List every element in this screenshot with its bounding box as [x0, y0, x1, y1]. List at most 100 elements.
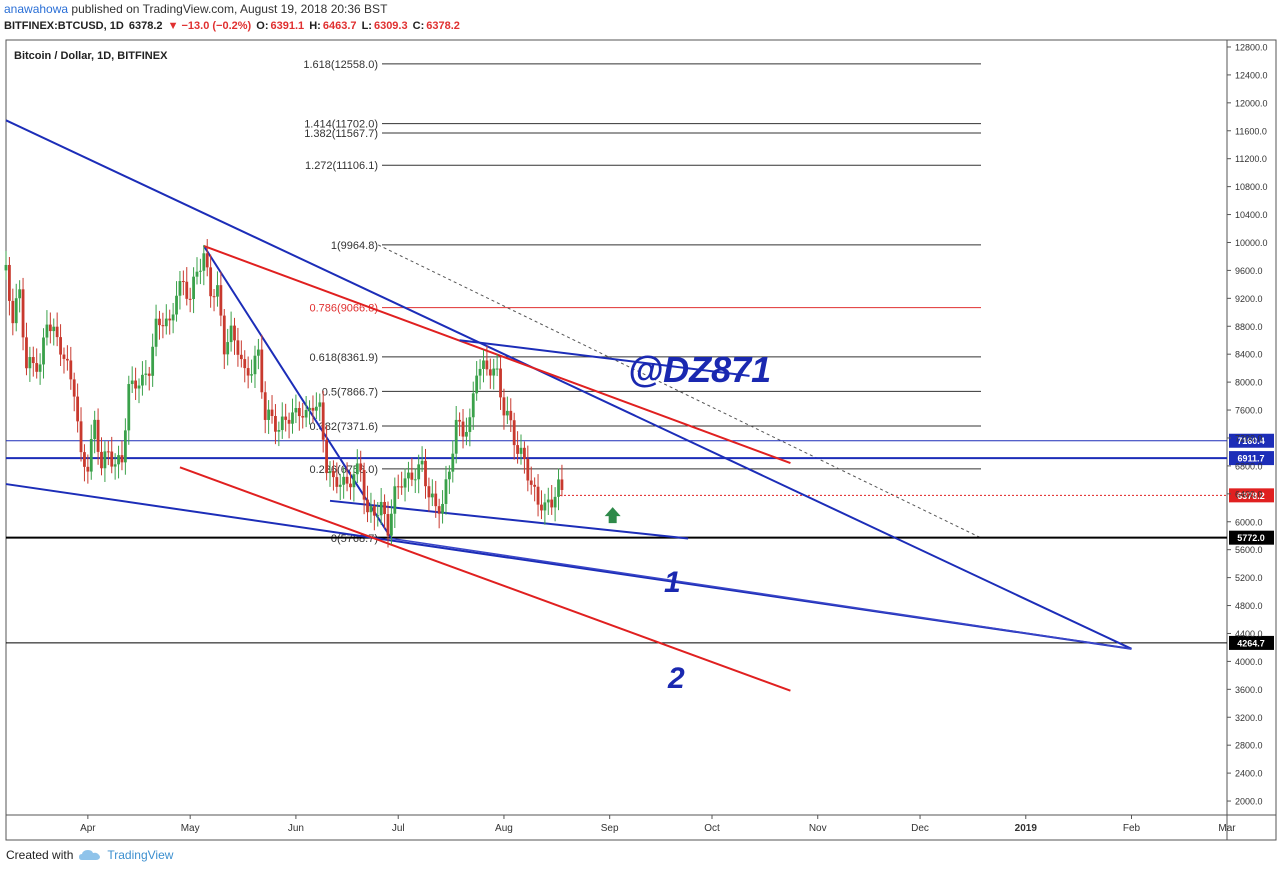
candle-body — [144, 373, 148, 375]
watermark-handle: @DZ871 — [628, 349, 771, 390]
candle-body — [560, 479, 564, 490]
candle-body — [236, 340, 240, 355]
candle-body — [161, 325, 165, 327]
close-label: C: — [412, 20, 425, 32]
time-tick-label: Mar — [1218, 823, 1236, 834]
candle-body — [349, 483, 352, 488]
candle-body — [243, 359, 247, 369]
candle-body — [393, 486, 397, 514]
candle-body — [437, 506, 441, 514]
candle-body — [62, 354, 66, 359]
candle-body — [424, 460, 427, 487]
candle-body — [137, 385, 141, 389]
candle-body — [386, 514, 390, 536]
price-tick-label: 11200.0 — [1235, 154, 1267, 164]
candle-body — [59, 337, 62, 355]
candle-body — [185, 281, 189, 299]
price-tick-label: 2800.0 — [1235, 741, 1263, 751]
price-tag-box — [1229, 451, 1274, 466]
tradingview-cloud-icon — [79, 850, 101, 860]
candle-body — [212, 296, 216, 298]
candle-body — [434, 493, 438, 507]
candle-body — [246, 368, 250, 376]
price-tick-label: 12800.0 — [1235, 42, 1268, 52]
price-tick-label: 9600.0 — [1235, 266, 1263, 276]
candle-body — [475, 375, 479, 394]
candle-body — [355, 463, 359, 475]
candle-body — [492, 368, 496, 376]
price-tick-label: 6800.0 — [1235, 461, 1263, 471]
candle-body — [287, 419, 291, 424]
candle-body — [96, 419, 100, 452]
high-value: 6463.7 — [322, 20, 357, 32]
price-tick-label: 3200.0 — [1235, 713, 1263, 723]
candle-body — [263, 392, 267, 420]
price-tag-box — [1229, 530, 1274, 545]
time-tick-label: Feb — [1123, 823, 1141, 834]
time-tick-label: Apr — [80, 823, 96, 834]
candle-body — [113, 464, 117, 467]
candle-body — [502, 397, 506, 416]
candle-body — [488, 369, 492, 376]
candle-body — [14, 298, 18, 324]
candle-body — [86, 466, 90, 472]
candle-body — [216, 285, 219, 297]
chart-frame — [5, 39, 1277, 841]
candle-body — [42, 337, 45, 365]
price-tick-label: 5200.0 — [1235, 573, 1263, 583]
candle-body — [400, 486, 404, 488]
candle-body — [110, 451, 114, 467]
fib-label: 1.414(11702.0) — [304, 119, 378, 131]
candle-body — [321, 402, 325, 440]
candle-body — [192, 276, 195, 300]
fib-label: 1.382(11567.7) — [304, 128, 378, 140]
ohlc-legend: BITFINEX:BTCUSD, 1D 6378.2 ▼ −13.0 (−0.2… — [4, 20, 462, 32]
time-tick-label: Nov — [809, 823, 827, 834]
close-value: 6378.2 — [426, 20, 460, 32]
author-link[interactable]: anawahowa — [4, 2, 69, 16]
candle-body — [219, 285, 223, 316]
descending-trendline — [5, 119, 1132, 650]
label-one: 1 — [664, 566, 681, 599]
candle-body — [413, 479, 417, 481]
fib-trend-dashed — [378, 244, 982, 539]
candle-body — [376, 515, 380, 517]
candle-body — [120, 455, 124, 463]
candle-body — [465, 431, 468, 437]
created-with-label: Created with — [6, 848, 74, 862]
candle-body — [52, 326, 56, 332]
price-tick-label: 12400.0 — [1235, 70, 1268, 80]
price-tag-label: 7160.4 — [1237, 436, 1265, 446]
inner-support-line — [391, 537, 1132, 650]
candle-body — [83, 452, 86, 467]
candle-body — [499, 368, 502, 398]
candle-body — [427, 486, 431, 498]
candle-body — [239, 354, 243, 360]
candle-body — [441, 503, 444, 514]
tradingview-brand[interactable]: TradingView — [107, 848, 174, 862]
candle-body — [557, 479, 560, 497]
candle-body — [366, 499, 369, 513]
candle-body — [512, 420, 516, 446]
publish-info: anawahowa published on TradingView.com, … — [4, 2, 387, 16]
candle-body — [389, 513, 393, 536]
candle-body — [45, 324, 49, 338]
candle-body — [533, 484, 537, 487]
price-tag-box — [1229, 488, 1274, 503]
time-tick-label: Sep — [601, 823, 619, 834]
candle-body — [410, 472, 414, 480]
open-value: 6391.1 — [270, 20, 305, 32]
price-tick-label: 7200.0 — [1235, 433, 1263, 443]
candle-body — [379, 501, 383, 516]
candle-body — [28, 357, 32, 369]
candle-body — [205, 253, 209, 268]
candle-body — [529, 480, 533, 485]
symbol-label: BITFINEX:BTCUSD, 1D — [4, 20, 124, 32]
price-tag-box — [1229, 433, 1274, 448]
price-tick-label: 8800.0 — [1235, 322, 1263, 332]
price-tick-label: 10400.0 — [1235, 210, 1268, 220]
price-tick-label: 8000.0 — [1235, 378, 1263, 388]
red-channel-lower — [179, 466, 791, 692]
candle-body — [430, 493, 434, 498]
